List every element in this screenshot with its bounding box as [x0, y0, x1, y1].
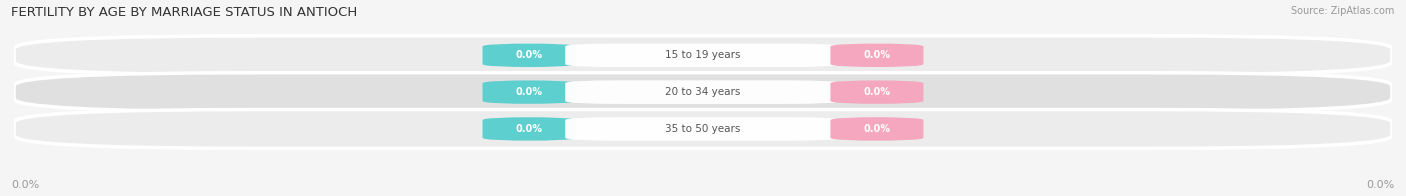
Text: 35 to 50 years: 35 to 50 years	[665, 124, 741, 134]
FancyBboxPatch shape	[482, 80, 575, 104]
FancyBboxPatch shape	[14, 73, 1392, 112]
Text: 0.0%: 0.0%	[863, 124, 890, 134]
Text: 0.0%: 0.0%	[516, 87, 543, 97]
Text: 20 to 34 years: 20 to 34 years	[665, 87, 741, 97]
FancyBboxPatch shape	[482, 44, 575, 67]
FancyBboxPatch shape	[14, 36, 1392, 75]
Text: 0.0%: 0.0%	[1367, 180, 1395, 190]
Text: 15 to 19 years: 15 to 19 years	[665, 50, 741, 60]
FancyBboxPatch shape	[14, 110, 1392, 148]
FancyBboxPatch shape	[831, 80, 924, 104]
FancyBboxPatch shape	[565, 117, 841, 141]
Text: FERTILITY BY AGE BY MARRIAGE STATUS IN ANTIOCH: FERTILITY BY AGE BY MARRIAGE STATUS IN A…	[11, 6, 357, 19]
Text: 0.0%: 0.0%	[863, 87, 890, 97]
FancyBboxPatch shape	[565, 80, 841, 104]
Text: 0.0%: 0.0%	[516, 50, 543, 60]
Text: 0.0%: 0.0%	[863, 50, 890, 60]
FancyBboxPatch shape	[482, 117, 575, 141]
Text: 0.0%: 0.0%	[11, 180, 39, 190]
Text: Source: ZipAtlas.com: Source: ZipAtlas.com	[1291, 6, 1395, 16]
Text: 0.0%: 0.0%	[516, 124, 543, 134]
FancyBboxPatch shape	[565, 44, 841, 67]
FancyBboxPatch shape	[831, 44, 924, 67]
FancyBboxPatch shape	[831, 117, 924, 141]
